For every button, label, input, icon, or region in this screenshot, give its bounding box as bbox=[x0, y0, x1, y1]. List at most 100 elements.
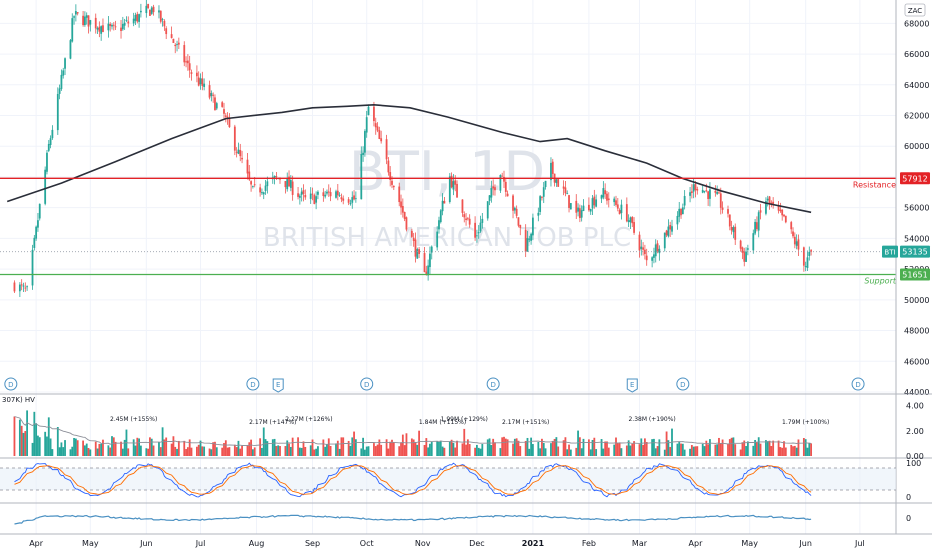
candle-body bbox=[741, 247, 744, 253]
volume-bar bbox=[727, 443, 729, 456]
candle-body bbox=[719, 193, 722, 208]
volume-bar bbox=[400, 442, 402, 456]
volume-bar bbox=[436, 441, 439, 456]
volume-bar bbox=[158, 442, 160, 456]
candle-body bbox=[701, 189, 704, 193]
volume-bar bbox=[214, 441, 216, 456]
candle-body bbox=[678, 208, 681, 217]
candle-body bbox=[158, 10, 160, 13]
candle-body bbox=[300, 191, 303, 195]
candle-body bbox=[208, 85, 211, 98]
candle-body bbox=[512, 195, 514, 211]
time-tick-label: Feb bbox=[582, 539, 596, 548]
candle-body bbox=[544, 180, 547, 188]
candle-body bbox=[490, 188, 493, 198]
candle-body bbox=[757, 212, 760, 231]
volume-bar bbox=[524, 440, 527, 456]
candle-body bbox=[165, 28, 168, 35]
volume-bar bbox=[752, 445, 755, 456]
candle-body bbox=[329, 192, 332, 197]
candle-body bbox=[266, 181, 269, 187]
volume-bar bbox=[170, 443, 173, 456]
volume-bar bbox=[114, 441, 117, 456]
volume-bar bbox=[692, 446, 695, 456]
candle-body bbox=[188, 63, 191, 71]
volume-bar bbox=[188, 439, 191, 456]
volume-bar bbox=[136, 437, 139, 456]
volume-bar bbox=[663, 449, 666, 456]
volume-bar bbox=[651, 439, 654, 456]
volume-bar bbox=[73, 438, 75, 456]
candle-body bbox=[46, 152, 48, 172]
volume-bar bbox=[69, 449, 72, 456]
volume-bar bbox=[96, 448, 99, 456]
volume-tick-label: 2.00 bbox=[906, 427, 924, 436]
dividend-marker bbox=[360, 377, 374, 391]
candle-body bbox=[309, 193, 312, 199]
volume-bar bbox=[512, 443, 514, 456]
volume-bar bbox=[703, 446, 706, 456]
volume-bar bbox=[233, 444, 236, 456]
volume-bar bbox=[403, 445, 406, 456]
volume-bar bbox=[806, 447, 809, 456]
volume-bar bbox=[658, 439, 661, 456]
candle-body bbox=[486, 201, 489, 219]
candle-body bbox=[60, 74, 63, 89]
candle-body bbox=[607, 198, 610, 201]
volume-bar bbox=[336, 440, 339, 456]
volume-bar bbox=[405, 433, 408, 456]
candle-body bbox=[109, 24, 112, 26]
time-tick-label: Jun bbox=[798, 539, 812, 548]
volume-bar bbox=[427, 447, 430, 456]
volume-bar bbox=[539, 448, 542, 456]
volume-bar bbox=[324, 446, 327, 456]
volume-bar bbox=[186, 447, 189, 456]
candle-body bbox=[51, 129, 54, 139]
indicator-axis: 0 bbox=[906, 514, 911, 523]
volume-bar bbox=[44, 431, 47, 456]
candle-body bbox=[233, 126, 236, 151]
candle-body bbox=[353, 195, 355, 200]
watermark-symbol: BTI, 1D bbox=[349, 140, 545, 203]
candle-body bbox=[203, 83, 206, 87]
price-tick-label: 62000 bbox=[904, 112, 929, 121]
volume-bar bbox=[199, 440, 202, 456]
candle-body bbox=[631, 216, 634, 224]
candle-body bbox=[746, 248, 749, 250]
volume-bar bbox=[644, 438, 646, 456]
volume-bar bbox=[795, 447, 798, 456]
candle-body bbox=[810, 250, 812, 252]
moving-average-line bbox=[6, 103, 812, 214]
volume-callout: 1.99M (+129%) bbox=[441, 416, 488, 423]
candle-body bbox=[692, 184, 695, 192]
volume-bar bbox=[607, 447, 610, 456]
volume-bar bbox=[452, 442, 455, 456]
volume-bars bbox=[13, 410, 812, 456]
currency-badge[interactable]: ZAC bbox=[904, 3, 926, 17]
volume-bar bbox=[264, 439, 267, 456]
candle-body bbox=[602, 188, 605, 198]
volume-callout: 2.17M (+151%) bbox=[502, 419, 549, 426]
candle-body bbox=[653, 254, 655, 258]
candle-body bbox=[476, 235, 478, 237]
volume-bar bbox=[728, 439, 731, 456]
volume-bar bbox=[537, 441, 540, 456]
volume-bar bbox=[212, 442, 215, 456]
stochastic-band bbox=[0, 468, 896, 490]
candle-body bbox=[376, 126, 379, 131]
candle-body bbox=[488, 195, 491, 201]
volume-bar bbox=[676, 443, 679, 456]
volume-bar bbox=[555, 437, 558, 456]
last-price-label: BTI 53135 bbox=[882, 245, 930, 258]
volume-bar bbox=[239, 448, 242, 456]
last-symbol-text: BTI bbox=[884, 249, 895, 257]
support-price-label: 51651 bbox=[900, 268, 930, 281]
candle-body bbox=[591, 198, 594, 209]
volume-bar bbox=[237, 440, 240, 456]
candle-body bbox=[477, 232, 480, 234]
stochastic-d-line bbox=[14, 465, 812, 495]
dividend-marker bbox=[246, 377, 260, 391]
candle-body bbox=[197, 77, 200, 86]
candle-body bbox=[138, 14, 140, 22]
volume-bar bbox=[120, 441, 122, 456]
